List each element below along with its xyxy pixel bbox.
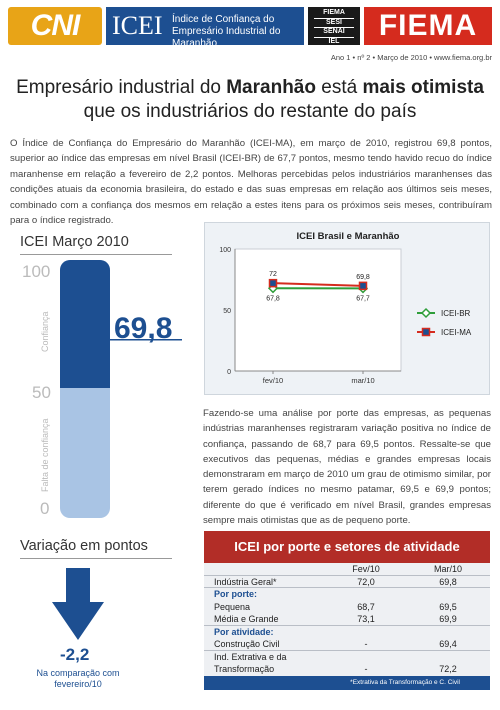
chart-title: ICEI Brasil e Maranhão [297,231,400,242]
row-value: 72,2 [439,664,457,674]
icei-logo-subtitle: Índice de Confiança do Empresário Indust… [172,14,281,49]
row-value [406,588,490,601]
row-value: 69,8 [439,576,457,587]
gauge-tick-0: 0 [40,499,50,518]
row-value: 69,4 [439,639,457,649]
row-value [326,651,406,664]
table-body: Fev/10 Mar/10 Indústria Geral* 72,0 69,8 Po… [204,563,490,676]
table-row: Indústria Geral* 72,0 69,8 [204,576,490,588]
legend-label: ICEI-BR [441,309,471,318]
analysis-paragraph: Fazendo-se uma análise por porte das emp… [203,408,491,527]
row-value: 69,5 [439,601,457,612]
gauge-tick-50: 50 [32,383,51,402]
headline-mid: está [315,77,363,98]
row-value: - [364,664,368,674]
y-tick-label: 100 [219,247,231,254]
row-value: 73,1 [357,614,375,624]
fs-line: SESI [314,19,354,28]
headline-line-2: que os industriários do restante do país [83,101,417,122]
data-label: 72 [269,271,277,278]
table-footnote: *Extrativa da Transformação e C. Civil [204,675,490,690]
table-row: Pequena 68,7 69,5 [204,601,490,614]
data-point [358,281,368,291]
data-label: 69,8 [356,274,370,281]
variation-value: -2,2 [60,645,90,664]
fs-line: FIEMA [314,9,354,19]
gauge-value: 69,8 [114,312,173,345]
cni-logo: CNI [8,7,102,45]
row-label: Transformação [214,664,275,674]
plot-area [234,248,402,372]
headline-bold-2: mais otimista [362,77,484,98]
table-row: Média e Grande 73,1 69,9 [204,613,490,626]
row-value: - [364,639,368,649]
table-row: Transformação - 72,2 [204,663,490,676]
icei-logo-text: ICEI [112,11,163,40]
row-label: Média e Grande [214,614,279,624]
fs-line: SENAI [314,28,354,38]
table-row: Por atividade: [204,626,490,639]
legend-marker [420,307,432,319]
row-value [406,626,490,639]
table-title: ICEI por porte e setores de atividade [204,531,490,563]
data-label: 67,8 [266,295,280,302]
chart-panel: ICEI Brasil e Maranhão 0 50 100 fev/10 mar/1… [204,222,490,395]
fiema-logo: FIEMA [364,7,492,45]
down-arrow-icon [52,568,104,640]
variation-title-rule [20,558,172,559]
gauge-title-rule [20,254,172,255]
headline-bold-1: Maranhão [226,77,316,98]
variation-caption: Na comparação com fevereiro/10 [36,668,120,689]
gauge-label-falta-confianca: Falta de confiança [40,418,50,492]
table-col-header: Fev/10 [352,564,380,574]
row-label: Construção Civil [214,639,280,649]
row-label: Por porte: [214,589,258,599]
variation-title: Variação em pontos [20,538,148,554]
gauge-bar [60,260,182,518]
row-label: Ind. Extrativa e da [214,651,287,662]
row-label: Pequena [214,601,251,612]
row-value: 69,9 [439,614,457,624]
legend-label: ICEI-MA [441,328,472,337]
gauge-label-confianca: Confiança [40,311,50,352]
intro-paragraph: O Índice de Confiança do Empresário do M… [10,138,492,227]
series-line-icei-ma [272,282,364,287]
headline-pre: Empresário industrial do [16,77,227,98]
table-col-header [204,563,326,575]
system-fiema-logo: FIEMA SESI SENAI IEL [308,7,360,45]
x-tick-label: mar/10 [351,376,374,385]
data-label: 67,7 [356,295,370,302]
gauge-title: ICEI Março 2010 [20,234,129,250]
table-row: Por porte: [204,588,490,601]
icei-logo: ICEI Índice de Confiança do Empresário I… [106,7,304,49]
row-value [326,626,406,639]
row-value [406,651,490,664]
table-col-header: Mar/10 [433,564,462,574]
sector-table: ICEI por porte e setores de atividade Fe… [204,531,490,690]
row-label: Por atividade: [214,626,274,637]
y-tick-label: 0 [227,369,231,376]
row-label: Indústria Geral* [214,576,277,587]
table-row: Construção Civil - 69,4 [204,638,490,651]
fs-line: IEL [328,37,340,45]
gauge-scale-high [60,260,110,388]
row-value: 72,0 [357,576,375,587]
table-header-row: Fev/10 Mar/10 [204,563,490,576]
table-row: Ind. Extrativa e da [204,651,490,664]
gauge-tick-100: 100 [22,262,51,281]
row-value: 68,7 [357,601,375,612]
issue-info: Ano 1 • nº 2 • Março de 2010 • www.fiema… [330,53,492,62]
data-point [268,278,278,288]
x-tick-label: fev/10 [263,376,283,385]
line-chart: ICEI Brasil e Maranhão 0 50 100 fev/10 mar/1… [219,231,472,385]
row-value [326,588,406,601]
y-tick-label: 50 [223,308,231,315]
headline: Empresário industrial do Maranhão está m… [10,76,490,124]
legend-marker [421,327,431,337]
